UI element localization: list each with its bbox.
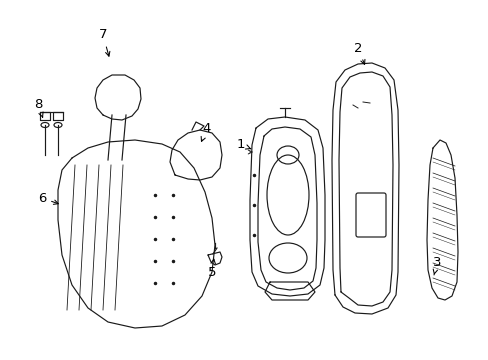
Text: 8: 8 [34,99,43,117]
Text: 6: 6 [38,192,58,204]
Text: 7: 7 [99,28,110,56]
Text: 5: 5 [207,259,216,279]
Text: 4: 4 [201,122,211,141]
Text: 2: 2 [353,41,364,64]
Text: 3: 3 [432,256,440,275]
Text: 1: 1 [236,139,250,152]
